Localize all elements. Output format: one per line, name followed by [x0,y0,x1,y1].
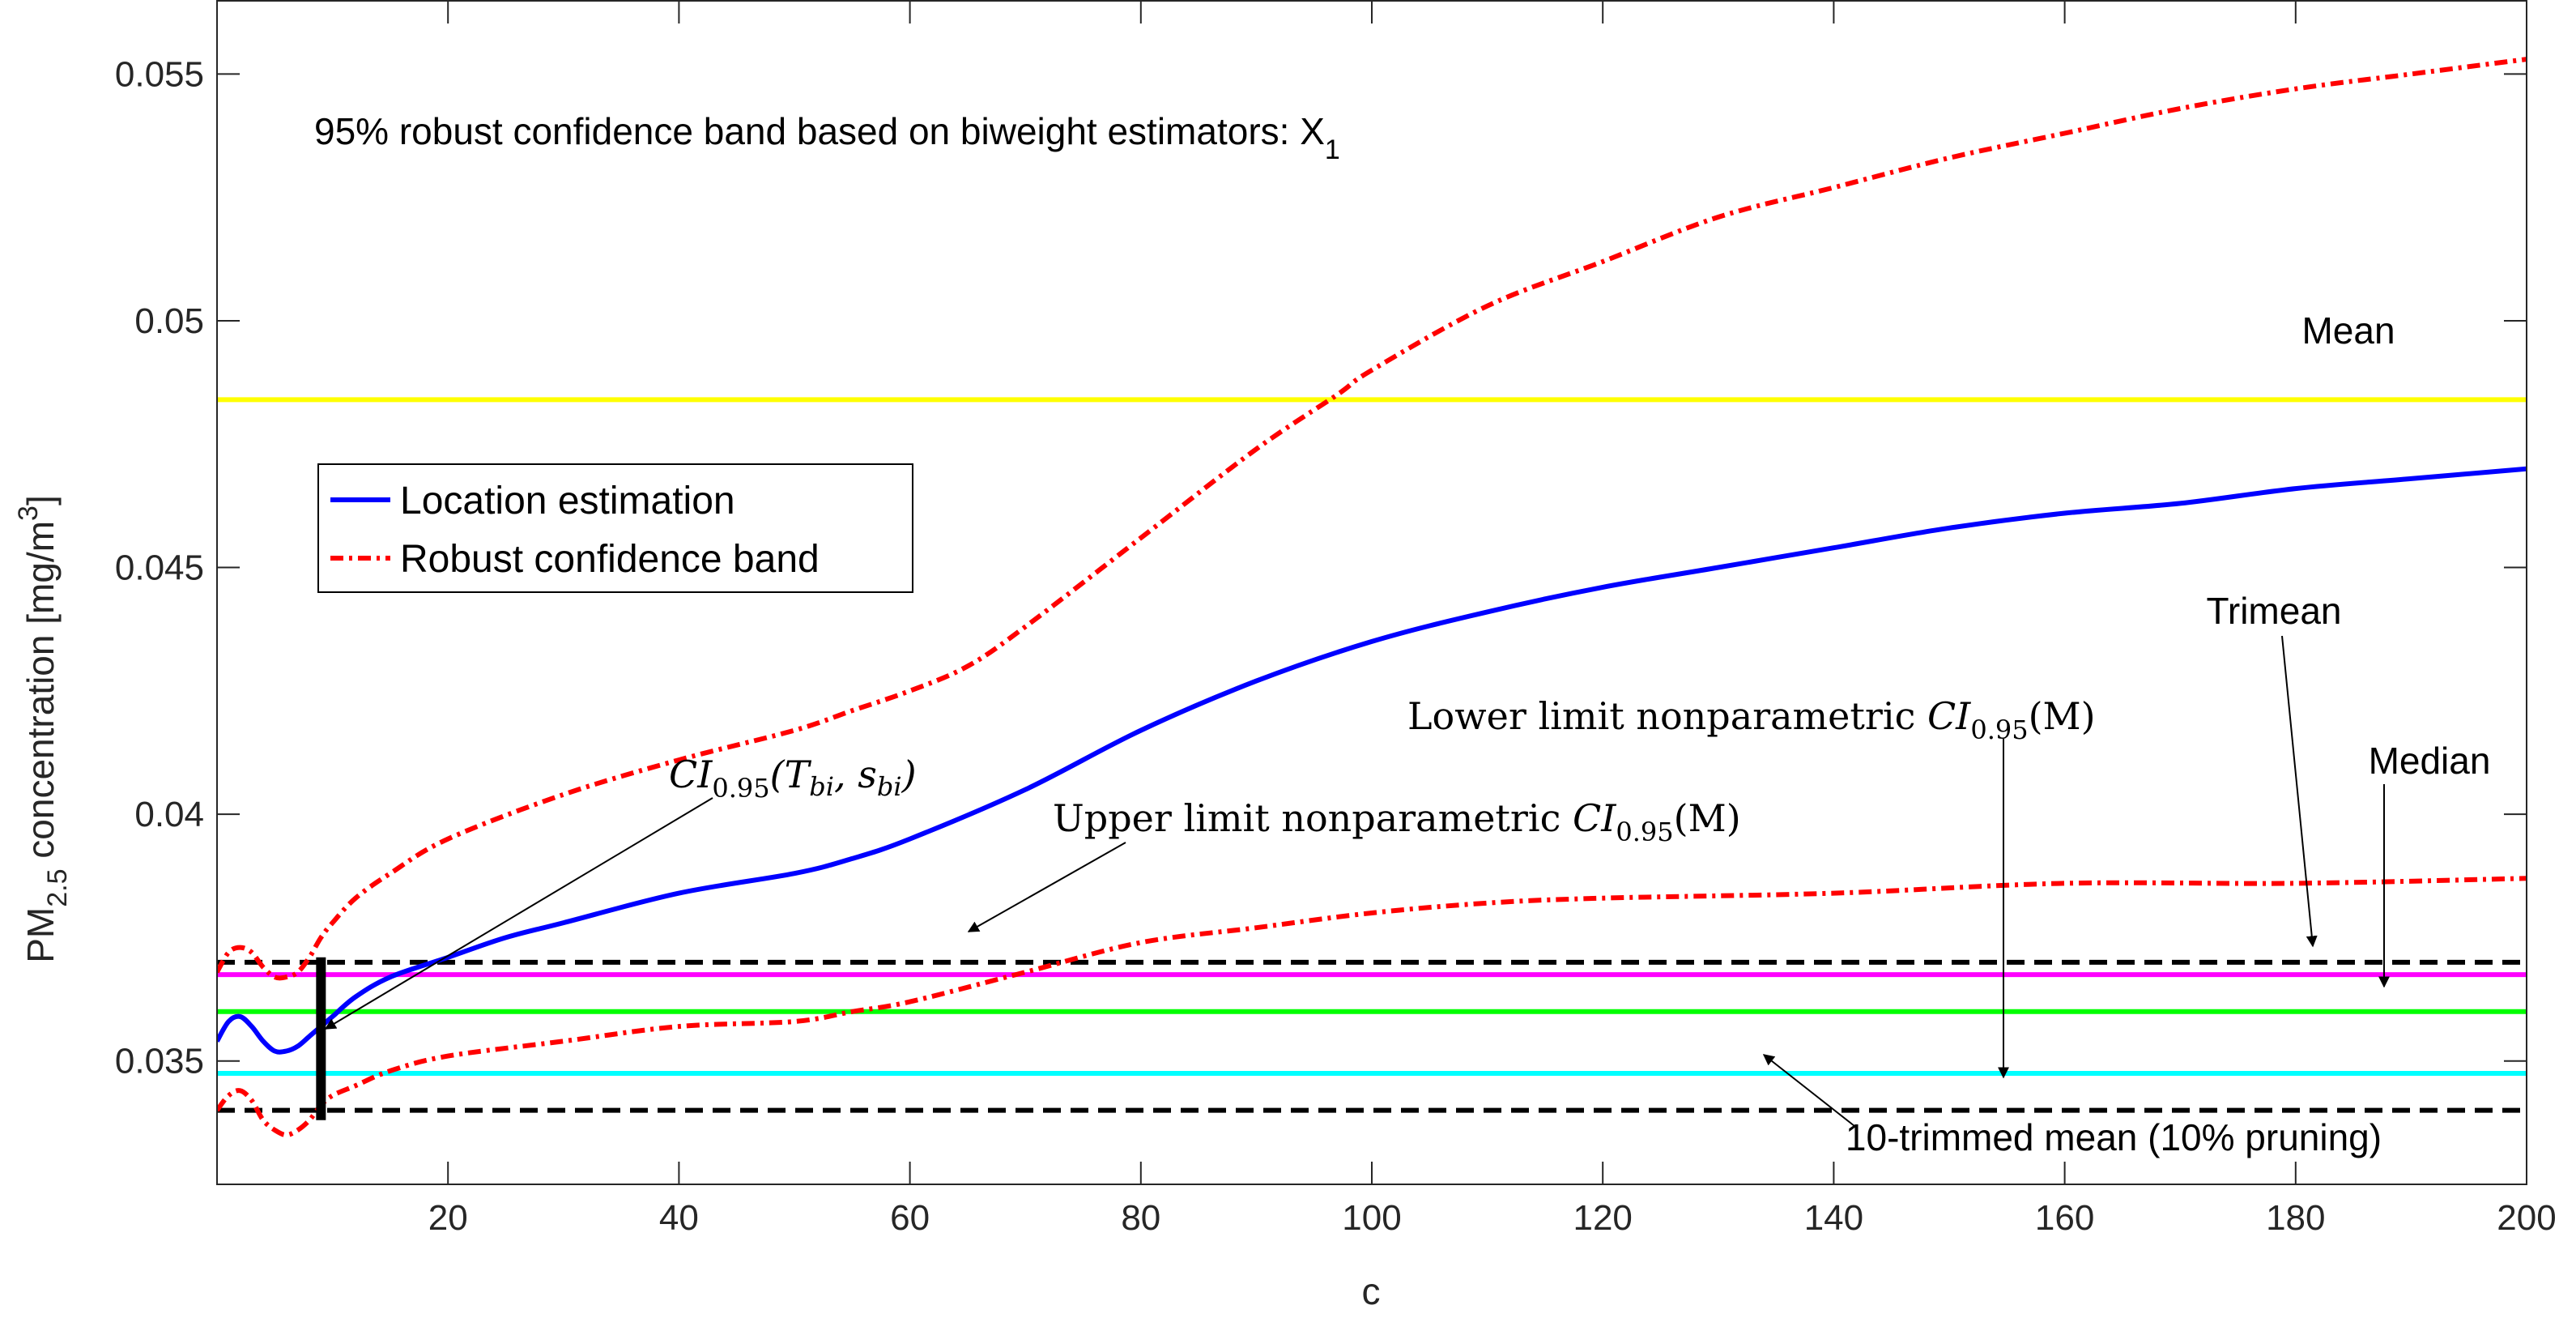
label-upper-ci: Upper limit nonparametric CI0.95(M) [1053,796,1741,847]
series-group [217,57,2527,1138]
legend-box [317,463,913,593]
label-trimmed-mean: 10-trimmed mean (10% pruning) [1846,1116,2382,1158]
x-tick-label: 180 [2266,1198,2325,1238]
reference-lines [217,397,2527,1113]
x-tick-label: 60 [890,1198,930,1238]
arrow-upper-ci [967,842,1126,932]
legend-entry-location: Location estimation [400,480,735,523]
x-tick-label: 20 [428,1198,468,1238]
axes: 20 40 60 80 100 120 140 160 180 200 0.035 0.04 0.045… [115,0,2557,1238]
x-tick-label: 120 [1573,1198,1632,1238]
y-tick-label: 0.04 [134,795,204,834]
label-median: Median [2369,740,2491,782]
x-tick-label: 160 [2035,1198,2094,1238]
y-tick-label: 0.055 [115,54,204,94]
arrow-trimmed-mean [1762,1054,1855,1127]
y-axis-label: PM2.5 concentration [mg/m3] [13,495,73,963]
series-robust-confidence-band-lower [217,876,2527,1138]
y-tick-label: 0.045 [115,548,204,588]
chart-title: 95% robust confidence band based on biwe… [314,110,1340,165]
x-tick-label: 100 [1342,1198,1401,1238]
series-location-estimation [217,466,2527,1055]
label-mean: Mean [2301,309,2395,352]
x-tick-label: 200 [2497,1198,2556,1238]
arrow-trimean [2281,635,2318,948]
label-trimean: Trimean [2207,590,2342,632]
series-robust-confidence-band-upper [217,57,2527,981]
y-tick-label: 0.035 [115,1042,204,1081]
legend: Location estimation Robust confidence ba… [317,463,913,593]
x-tick-label: 40 [659,1198,699,1238]
y-tick-label: 0.05 [134,301,204,341]
x-tick-label: 80 [1121,1198,1160,1238]
x-axis-label: c [1362,1270,1381,1312]
label-lower-ci: Lower limit nonparametric CI0.95(M) [1407,694,2096,745]
legend-entry-band: Robust confidence band [400,538,820,581]
arrow-ci-bar [324,797,713,1030]
label-ci-bar: CI0.95(Tbi, sbi) [669,753,917,804]
x-tick-label: 140 [1804,1198,1863,1238]
